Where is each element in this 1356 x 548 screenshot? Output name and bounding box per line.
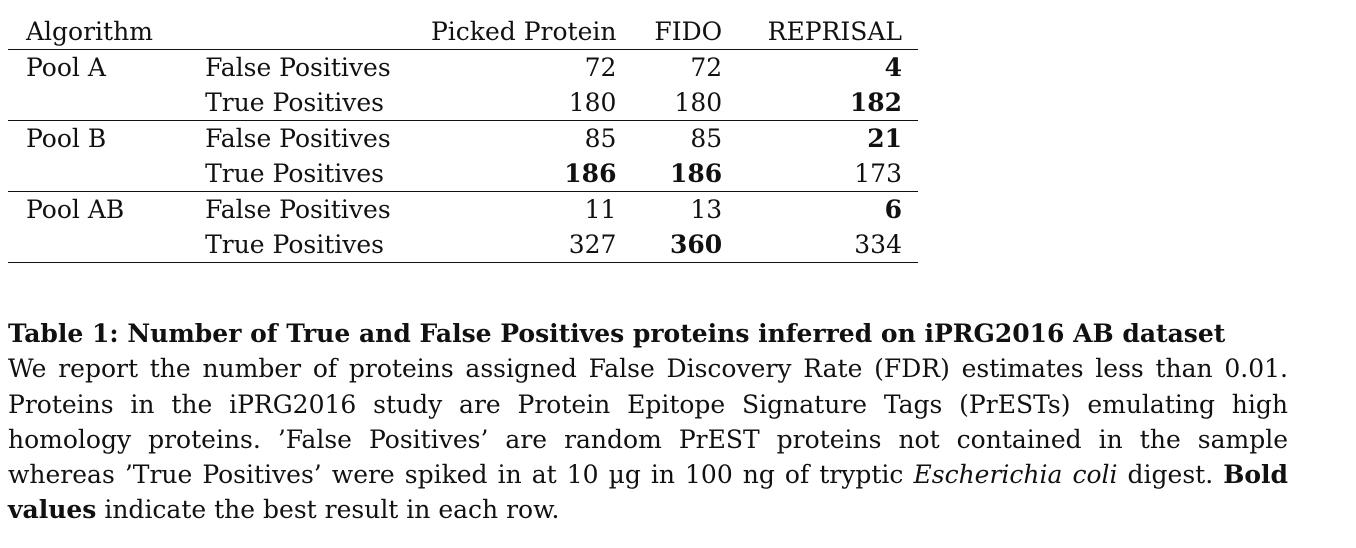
caption-species-name: Escherichia coli xyxy=(913,460,1118,490)
picked-value: 180 xyxy=(568,88,617,117)
metric-label: True Positives xyxy=(205,88,385,117)
fido-value: 72 xyxy=(690,53,723,82)
picked-value: 72 xyxy=(584,53,617,82)
metric-label: False Positives xyxy=(205,124,391,153)
metric-label: True Positives xyxy=(205,159,385,188)
metric-label: False Positives xyxy=(205,195,391,224)
group-label: Pool B xyxy=(26,124,107,153)
fido-value: 360 xyxy=(669,230,723,259)
group-label: Pool AB xyxy=(26,195,125,224)
group-label-empty xyxy=(8,156,205,192)
caption-bold-phrase: Bold values xyxy=(8,460,1289,525)
table-header-row: Algorithm Picked Protein FIDO REPRISAL xyxy=(8,14,918,50)
reprisal-value: 182 xyxy=(849,88,902,117)
group-label: Pool A xyxy=(26,53,106,82)
group-pool-b: Pool B False Positives 85 85 21 True Pos… xyxy=(8,121,918,192)
table-row: Pool B False Positives 85 85 21 xyxy=(8,121,918,157)
picked-value: 85 xyxy=(584,124,617,153)
reprisal-value: 21 xyxy=(867,124,902,153)
table-row: True Positives 327 360 334 xyxy=(8,227,918,263)
picked-value: 186 xyxy=(564,159,617,188)
header-algorithm: Algorithm xyxy=(26,17,153,46)
reprisal-value: 4 xyxy=(884,53,902,82)
fido-value: 85 xyxy=(690,124,723,153)
group-label-empty xyxy=(8,227,205,263)
fido-value: 180 xyxy=(674,88,723,117)
caption-title: Table 1: Number of True and False Positi… xyxy=(8,319,1226,348)
caption-text-1: We report the number of proteins assigne… xyxy=(8,354,1288,490)
picked-value: 327 xyxy=(568,230,617,259)
metric-label: False Positives xyxy=(205,53,391,82)
picked-value: 11 xyxy=(584,195,617,224)
metric-label: True Positives xyxy=(205,230,385,259)
table-row: Pool A False Positives 72 72 4 xyxy=(8,50,918,86)
header-metric xyxy=(205,14,421,50)
caption-body: We report the number of proteins assigne… xyxy=(8,354,1288,524)
table-row: Pool AB False Positives 11 13 6 xyxy=(8,192,918,228)
caption-text-2: digest. xyxy=(1117,460,1224,490)
header-reprisal: REPRISAL xyxy=(767,17,902,46)
header-fido: FIDO xyxy=(654,17,723,46)
fido-value: 186 xyxy=(669,159,723,188)
caption-text-3: indicate the best result in each row. xyxy=(96,495,560,525)
group-pool-ab: Pool AB False Positives 11 13 6 True Pos… xyxy=(8,192,918,263)
reprisal-value: 334 xyxy=(854,230,902,259)
table-row: True Positives 186 186 173 xyxy=(8,156,918,192)
group-pool-a: Pool A False Positives 72 72 4 True Posi… xyxy=(8,50,918,121)
group-label-empty xyxy=(8,85,205,121)
reprisal-value: 173 xyxy=(854,159,902,188)
results-table: Algorithm Picked Protein FIDO REPRISAL P… xyxy=(8,14,918,263)
table-row: True Positives 180 180 182 xyxy=(8,85,918,121)
results-table-container: Algorithm Picked Protein FIDO REPRISAL P… xyxy=(8,14,918,263)
header-picked-protein: Picked Protein xyxy=(430,17,617,46)
reprisal-value: 6 xyxy=(884,195,902,224)
table-caption: Table 1: Number of True and False Positi… xyxy=(8,316,1288,528)
fido-value: 13 xyxy=(690,195,723,224)
